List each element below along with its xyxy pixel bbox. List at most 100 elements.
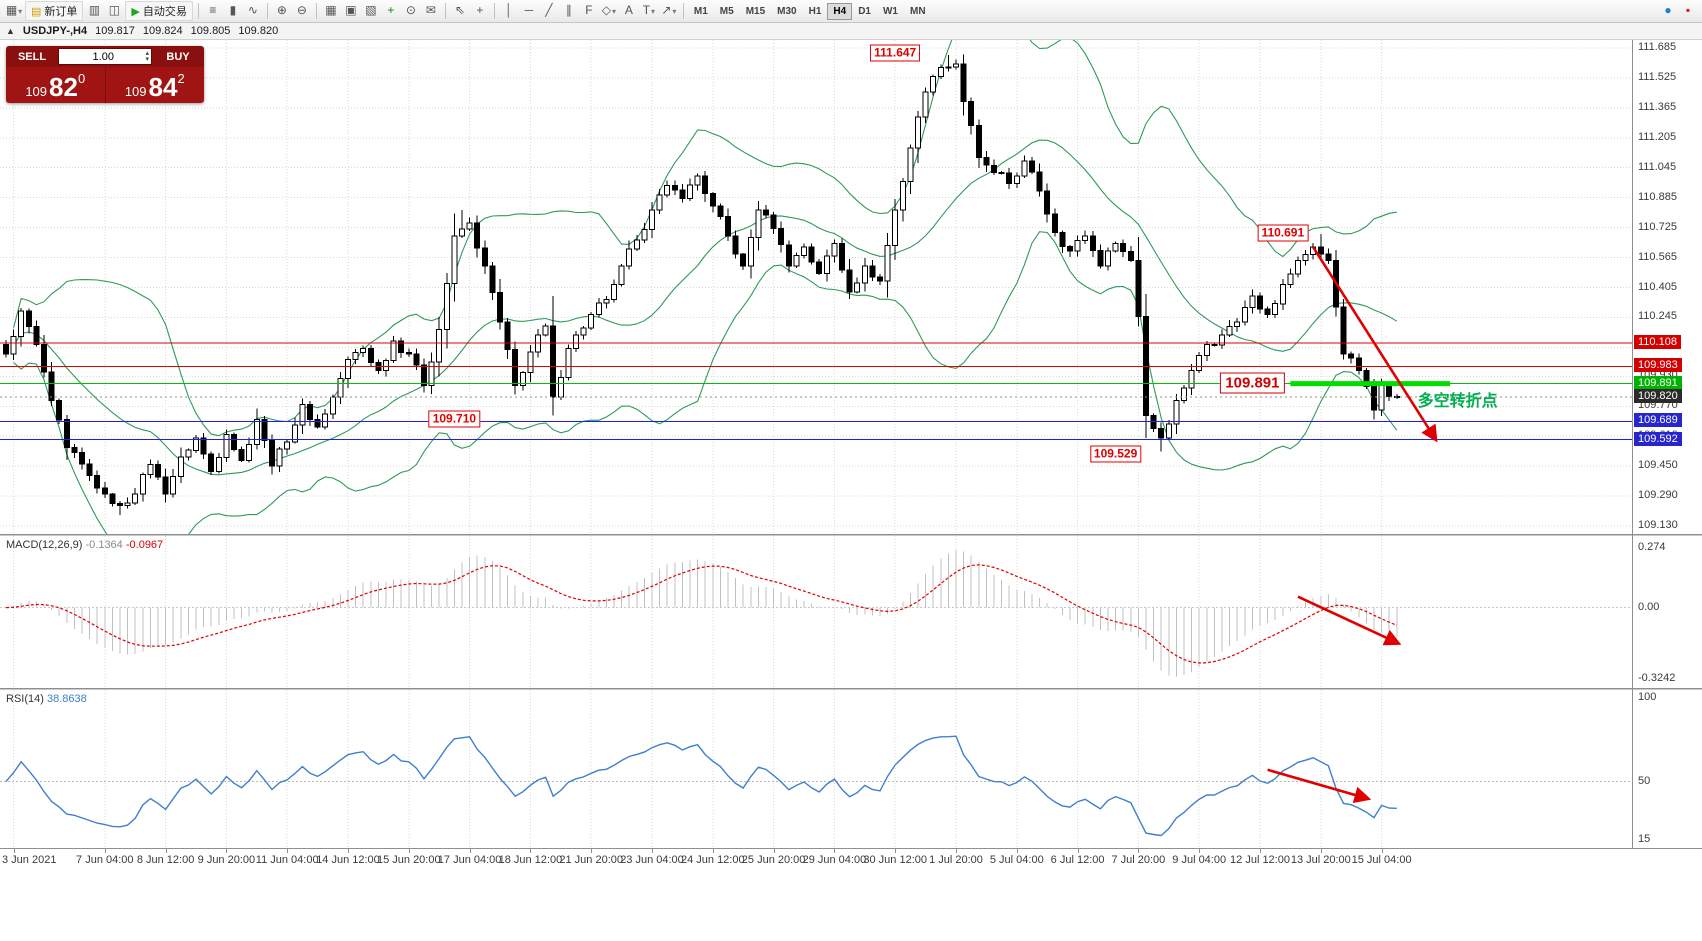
price-axis-label: 109.130 (1638, 519, 1678, 531)
buy-price-sup: 2 (177, 71, 185, 86)
timeframe-W1-button[interactable]: W1 (882, 5, 898, 17)
line-chart-type-icon[interactable]: ∿ (247, 3, 258, 17)
timeframe-M15-button[interactable]: M15 (745, 5, 766, 17)
bar-chart-type-icon[interactable]: ≡ (209, 3, 217, 17)
price-level-note[interactable]: 109.529 (1089, 445, 1142, 463)
candlestick-type-icon[interactable]: ▮ (229, 3, 237, 17)
trendline-icon[interactable]: ╱ (545, 3, 553, 17)
buy-button[interactable]: BUY (154, 48, 202, 65)
price-level-note[interactable]: 110.691 (1257, 224, 1309, 242)
time-axis-tick (1199, 849, 1201, 853)
time-axis-label: 9 Jun 20:00 (197, 854, 256, 866)
period-cycle-icon[interactable]: ⊙ (405, 3, 416, 17)
price-axis-label: 109.290 (1638, 489, 1678, 502)
timeframe-H4-button[interactable]: H4 (827, 2, 853, 20)
toolbar-separator (197, 3, 199, 19)
price-level-note[interactable]: 109.710 (428, 410, 481, 428)
volume-increase-button[interactable]: ▴ (145, 49, 149, 57)
timeframe-M5-button[interactable]: M5 (719, 5, 734, 17)
rsi-panel-canvas[interactable] (0, 690, 1632, 848)
rsi-indicator-label: RSI(14) 38.8638 (6, 693, 87, 705)
volume-value: 1.00 (92, 50, 114, 63)
chart-text-note[interactable]: 多空转折点 (1417, 392, 1498, 410)
template-icon[interactable]: ✉ (425, 3, 436, 17)
price-axis-label: 110.245 (1638, 310, 1677, 323)
panel-splitter-macd[interactable] (0, 534, 1702, 536)
tile-windows-icon[interactable]: ▦ (325, 3, 337, 17)
time-axis-label: 15 Jun 20:00 (376, 854, 441, 866)
sell-price-button[interactable]: 109 82 0 (6, 67, 105, 103)
buy-price-button[interactable]: 109 84 2 (104, 67, 205, 103)
timeframe-D1-button[interactable]: D1 (858, 5, 871, 17)
label-icon[interactable]: T▾ (642, 3, 656, 17)
bar-high-value: 109.824 (142, 25, 183, 37)
new-order-button-icon: ▤ (31, 5, 42, 18)
one-click-trading-panel: SELL 1.00 ▴ ▾ BUY 109 82 0 109 84 2 (6, 46, 204, 103)
channel-icon[interactable]: ∥ (565, 3, 572, 17)
shapes-icon[interactable]: ◇▾ (601, 3, 616, 17)
time-axis-tick (773, 849, 775, 853)
trade-panel-toggle[interactable]: ▲ (6, 26, 15, 36)
chart-window-icon[interactable]: ▦▾ (5, 3, 23, 17)
volume-input[interactable]: 1.00 ▴ ▾ (58, 48, 152, 65)
toolbar: ▦▾ ▤ 新订单 ▥ ◫ ▶ 自动交易 ≡ ▮ ∿ ⊕ ⊖ ▦ ▣ ▧ + ⊙ ✉ ⇖ + │ ─ ╱ ∥ F ◇▾ A T▾ ↗▾ M1… (0, 0, 1702, 23)
rsi-axis[interactable]: 100 50 15 (1633, 690, 1702, 848)
macd-axis-label: 0.274 (1638, 540, 1666, 553)
crosshair-icon[interactable]: + (476, 3, 484, 17)
price-axis-label: 110.405 (1638, 280, 1677, 293)
price-level-note[interactable]: 109.891 (1220, 372, 1285, 394)
sell-price-base: 109 (25, 84, 48, 99)
macd-axis[interactable]: 0.274 0.00 -0.3242 (1633, 536, 1702, 688)
price-tag: 109.820 (1634, 388, 1682, 403)
panel-splitter-rsi[interactable] (0, 688, 1702, 690)
rsi-axis-label: 15 (1638, 833, 1651, 845)
time-axis-label: 3 Jun 2021 (2, 854, 57, 866)
new-order-button[interactable]: ▤ 新订单 (25, 1, 84, 21)
price-level-note[interactable]: 111.647 (870, 44, 921, 62)
price-tag: 109.983 (1634, 358, 1682, 373)
cursor-icon[interactable]: ⇖ (454, 3, 465, 17)
indicators-add-icon[interactable]: + (387, 3, 395, 17)
time-axis-tick (530, 849, 532, 853)
bar-open-value: 109.817 (95, 25, 135, 37)
arrows-icon[interactable]: ↗▾ (661, 3, 677, 17)
time-axis-label: 7 Jul 20:00 (1111, 854, 1166, 866)
zoom-in-icon[interactable]: ⊕ (276, 3, 287, 17)
fibonacci-icon[interactable]: F (585, 3, 593, 17)
text-icon[interactable]: A (624, 3, 633, 17)
macd-panel-canvas[interactable] (0, 536, 1632, 688)
time-axis-tick (1320, 849, 1322, 853)
bar-close-value: 109.820 (238, 25, 279, 37)
time-axis-tick (13, 849, 15, 853)
timeframe-H1-button[interactable]: H1 (808, 5, 822, 17)
chart-annotations-layer: 111.647 110.691 109.891 109.710 109.529 多空转折点 (0, 40, 1632, 534)
autotrading-button-icon: ▶ (131, 5, 140, 18)
notifications-icon[interactable]: ● (1664, 3, 1672, 17)
bar-low-value: 109.805 (190, 25, 231, 37)
time-axis-tick (1381, 849, 1383, 853)
profiles-icon[interactable]: ▥ (88, 3, 101, 17)
vertical-line-icon[interactable]: │ (505, 3, 513, 17)
time-axis-label: 9 Jul 04:00 (1172, 854, 1227, 866)
toolbar-separator (315, 3, 317, 19)
volume-decrease-button[interactable]: ▾ (145, 55, 149, 63)
alert-icon[interactable]: ▪ (1685, 3, 1691, 17)
time-axis-label: 21 Jun 20:00 (559, 854, 623, 866)
navigator-icon[interactable]: ▧ (365, 3, 377, 17)
zoom-out-icon[interactable]: ⊖ (296, 3, 307, 17)
timeframe-M1-button[interactable]: M1 (693, 5, 708, 17)
timeframe-MN-button[interactable]: MN (909, 5, 926, 17)
horizontal-line-icon[interactable]: ─ (524, 3, 534, 17)
price-tag: 109.689 (1634, 413, 1682, 428)
autotrading-button[interactable]: ▶ 自动交易 (125, 1, 193, 21)
time-axis[interactable]: 3 Jun 2021 7 Jun 04:00 8 Jun 12:00 9 Jun 20… (0, 848, 1702, 872)
price-axis[interactable]: 111.685 111.525 111.365 111.205 111.045 110.8… (1633, 40, 1702, 534)
main-chart-canvas[interactable] (0, 9, 1632, 568)
sell-button[interactable]: SELL (8, 48, 56, 65)
time-axis-tick (895, 849, 897, 853)
data-window-icon[interactable]: ▣ (345, 3, 357, 17)
time-axis-label: 29 Jun 04:00 (802, 854, 867, 866)
market-watch-icon[interactable]: ◫ (108, 3, 121, 17)
time-axis-tick (1077, 849, 1079, 853)
timeframe-M30-button[interactable]: M30 (777, 5, 797, 17)
